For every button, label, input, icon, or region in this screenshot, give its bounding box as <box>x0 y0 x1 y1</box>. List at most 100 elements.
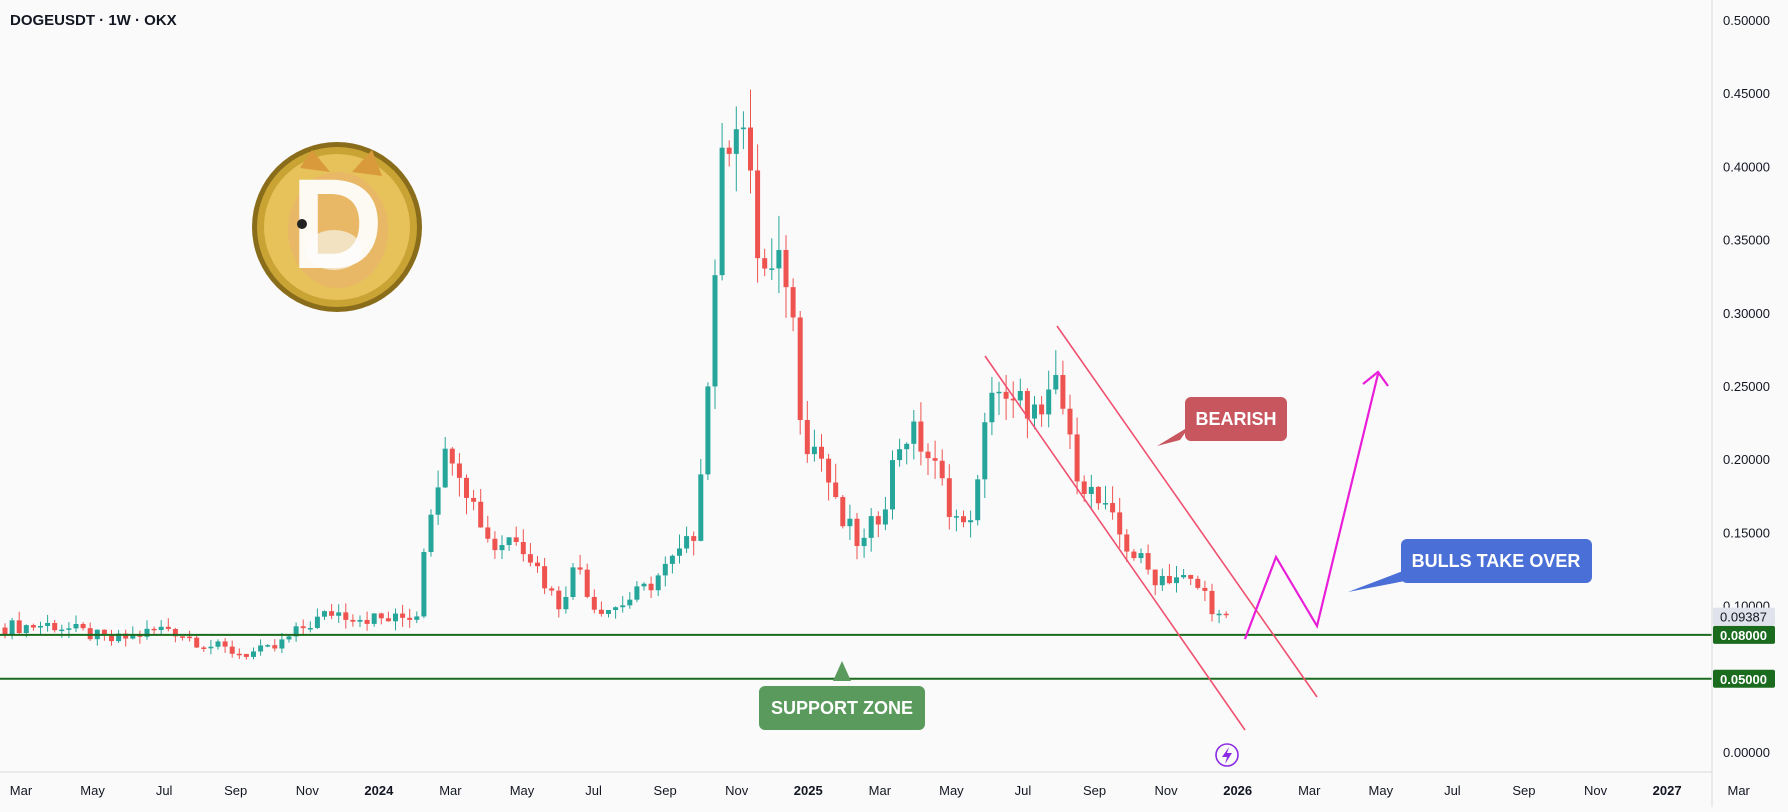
candle-body <box>925 451 931 459</box>
candle-body <box>194 637 200 648</box>
time-tick-label: Mar <box>869 783 892 798</box>
candle-body <box>400 613 406 618</box>
candle-body <box>251 651 256 657</box>
time-tick-label: Jul <box>1015 783 1032 798</box>
candle-body <box>130 633 136 639</box>
bearish-callout: BEARISH <box>1157 397 1287 446</box>
price-tick-label: 0.20000 <box>1723 452 1770 467</box>
time-axis[interactable]: Mar May Jul Sep Nov 2024 Mar May Jul Sep Nov 2025 Ma… <box>10 783 1751 798</box>
candle-body <box>322 611 327 617</box>
candle-body <box>300 626 306 629</box>
candle-body <box>1032 404 1037 419</box>
candle-body <box>733 129 739 154</box>
candle-body <box>201 647 207 649</box>
candle-body <box>258 645 264 652</box>
candle-body <box>180 636 185 638</box>
candle-body <box>1216 613 1222 616</box>
candle-body <box>897 449 903 461</box>
candle-body <box>165 626 171 629</box>
candle-body <box>833 482 839 498</box>
price-tick-label: 0.45000 <box>1723 86 1770 101</box>
time-tick-label: Jul <box>585 783 602 798</box>
price-tick-label: 0.35000 <box>1723 233 1770 248</box>
candle-body <box>953 516 959 518</box>
candle-body <box>9 620 15 635</box>
candle-body <box>492 538 498 551</box>
candle-body <box>932 458 938 461</box>
time-tick-label: Mar <box>1727 783 1750 798</box>
projection-path[interactable] <box>1243 373 1380 640</box>
candle-body <box>826 458 832 483</box>
channel-upper-line[interactable] <box>1056 325 1318 698</box>
price-tick-label: 0.25000 <box>1723 379 1770 394</box>
time-tick-label: Mar <box>10 783 33 798</box>
candle-body <box>1110 503 1116 513</box>
candle-body <box>243 653 249 657</box>
lightning-icon[interactable] <box>1215 743 1239 767</box>
candle-body <box>38 625 43 628</box>
candle-body <box>506 537 512 546</box>
candle-body <box>357 619 363 622</box>
candle-body <box>222 641 228 647</box>
candle-body <box>1209 590 1215 615</box>
candle-body <box>968 520 974 523</box>
candle-body <box>535 562 540 567</box>
candle-body <box>1060 375 1066 409</box>
candle-body <box>556 590 562 610</box>
time-tick-label: 2024 <box>364 783 394 798</box>
candle-body <box>343 612 349 620</box>
candle-body <box>1188 574 1194 579</box>
candle-body <box>1010 398 1016 401</box>
candle-body <box>819 446 824 459</box>
candle-body <box>513 537 519 542</box>
candle-body <box>854 518 860 547</box>
support-price-label: 0.05000 <box>1720 672 1767 687</box>
candle-body <box>606 610 611 614</box>
candle-body <box>435 487 441 515</box>
candle-body <box>975 479 981 521</box>
candle-body <box>1138 553 1144 559</box>
candle-body <box>570 567 576 598</box>
candle-body <box>272 645 278 649</box>
candle-body <box>236 653 242 656</box>
channel-lower-line[interactable] <box>984 355 1246 731</box>
candle-body <box>1124 534 1130 552</box>
candle-body <box>478 501 484 528</box>
candle-body <box>378 613 384 619</box>
time-tick-label: Sep <box>1083 783 1106 798</box>
candle-body <box>87 628 93 640</box>
candle-body <box>769 268 775 270</box>
candle-body <box>776 250 782 269</box>
candle-body <box>655 575 661 591</box>
candle-body <box>421 552 427 617</box>
candle-body <box>726 147 732 154</box>
candle-body <box>471 497 477 502</box>
candle-body <box>307 627 313 630</box>
candle-body <box>158 626 164 631</box>
candle-body <box>684 536 690 549</box>
candle-body <box>946 478 952 517</box>
time-tick-label: Nov <box>296 783 320 798</box>
candle-body <box>939 460 945 479</box>
candle-body <box>23 625 29 634</box>
candle-body <box>1202 587 1208 591</box>
price-tick-label: 0.15000 <box>1723 525 1770 540</box>
price-axis[interactable]: 0.50000 0.45000 0.40000 0.35000 0.30000 0.250… <box>1713 13 1775 760</box>
candle-body <box>542 566 548 589</box>
candle-body <box>875 516 881 525</box>
candle-body <box>1195 578 1201 588</box>
candle-body <box>144 628 150 637</box>
candle-body <box>861 537 867 547</box>
candle-body <box>577 567 583 570</box>
candle-body <box>790 287 796 318</box>
bearish-label: BEARISH <box>1195 409 1276 429</box>
price-tick-label: 0.30000 <box>1723 306 1770 321</box>
candle-body <box>598 609 604 614</box>
price-tick-label: 0.00000 <box>1723 745 1770 760</box>
candle-body <box>1181 574 1187 578</box>
time-tick-label: Jul <box>1444 783 1461 798</box>
doge-coin-icon: D <box>252 142 422 312</box>
candle-body <box>329 611 335 616</box>
